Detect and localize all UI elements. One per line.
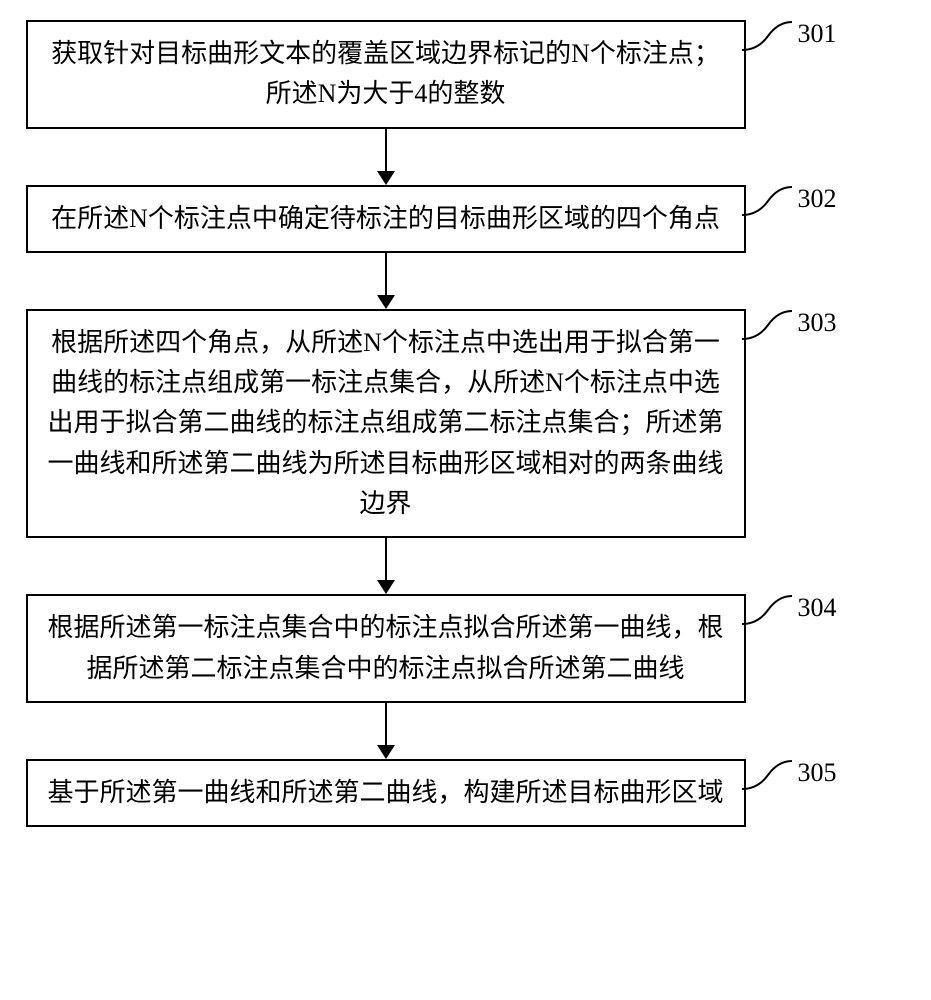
flow-step: 在所述N个标注点中确定待标注的目标曲形区域的四个角点 302: [26, 185, 906, 253]
step-label-group: 301: [740, 14, 837, 54]
step-label-group: 305: [740, 753, 837, 793]
arrow-connector: [26, 703, 746, 759]
step-box: 根据所述四个角点，从所述N个标注点中选出用于拟合第一曲线的标注点组成第一标注点集…: [26, 309, 746, 538]
step-text: 根据所述四个角点，从所述N个标注点中选出用于拟合第一曲线的标注点组成第一标注点集…: [47, 328, 723, 518]
arrow-down-icon: [376, 703, 396, 759]
brace-curve-icon: [740, 588, 794, 628]
step-label-group: 304: [740, 588, 837, 628]
step-box: 根据所述第一标注点集合中的标注点拟合所述第一曲线，根据所述第二标注点集合中的标注…: [26, 594, 746, 703]
arrow-connector: [26, 253, 746, 309]
brace-curve-icon: [740, 179, 794, 219]
step-label-group: 303: [740, 303, 837, 343]
step-number: 304: [798, 593, 837, 623]
step-text: 在所述N个标注点中确定待标注的目标曲形区域的四个角点: [51, 204, 720, 233]
arrow-down-icon: [376, 253, 396, 309]
brace-curve-icon: [740, 14, 794, 54]
step-text: 基于所述第一曲线和所述第二曲线，构建所述目标曲形区域: [47, 778, 723, 807]
brace-curve-icon: [740, 753, 794, 793]
arrow-connector: [26, 129, 746, 185]
arrow-down-icon: [376, 538, 396, 594]
flow-step: 根据所述第一标注点集合中的标注点拟合所述第一曲线，根据所述第二标注点集合中的标注…: [26, 594, 906, 703]
step-box: 基于所述第一曲线和所述第二曲线，构建所述目标曲形区域: [26, 759, 746, 827]
flow-step: 基于所述第一曲线和所述第二曲线，构建所述目标曲形区域 305: [26, 759, 906, 827]
step-number: 302: [798, 184, 837, 214]
step-number: 303: [798, 308, 837, 338]
arrow-down-icon: [376, 129, 396, 185]
flow-step: 根据所述四个角点，从所述N个标注点中选出用于拟合第一曲线的标注点组成第一标注点集…: [26, 309, 906, 538]
step-box: 获取针对目标曲形文本的覆盖区域边界标记的N个标注点；所述N为大于4的整数: [26, 20, 746, 129]
step-label-group: 302: [740, 179, 837, 219]
arrow-connector: [26, 538, 746, 594]
flow-step: 获取针对目标曲形文本的覆盖区域边界标记的N个标注点；所述N为大于4的整数 301: [26, 20, 906, 129]
step-text: 获取针对目标曲形文本的覆盖区域边界标记的N个标注点；所述N为大于4的整数: [51, 39, 720, 108]
flowchart: 获取针对目标曲形文本的覆盖区域边界标记的N个标注点；所述N为大于4的整数 301…: [26, 20, 906, 827]
step-number: 301: [798, 19, 837, 49]
step-text: 根据所述第一标注点集合中的标注点拟合所述第一曲线，根据所述第二标注点集合中的标注…: [47, 613, 723, 682]
step-box: 在所述N个标注点中确定待标注的目标曲形区域的四个角点: [26, 185, 746, 253]
brace-curve-icon: [740, 303, 794, 343]
step-number: 305: [798, 758, 837, 788]
